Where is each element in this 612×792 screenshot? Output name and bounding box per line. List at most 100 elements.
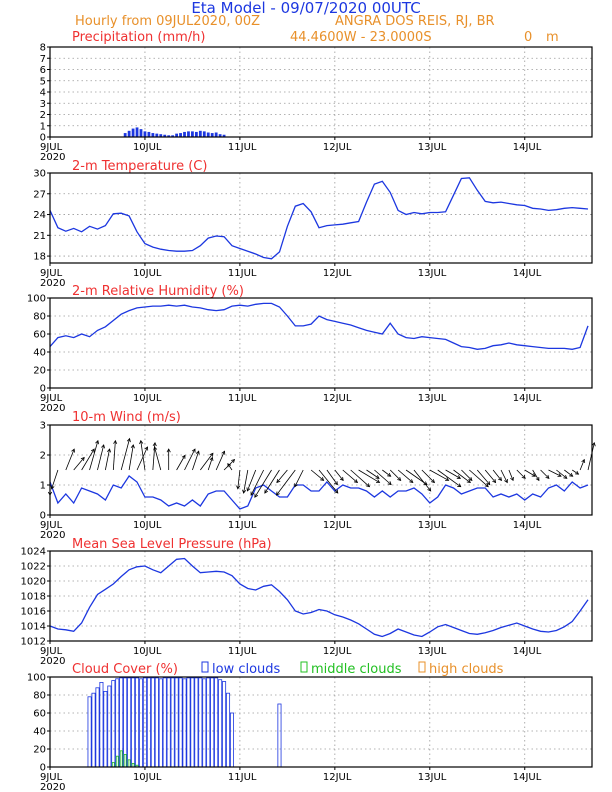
wind-vector-head — [166, 448, 171, 453]
cloud-low-bar — [166, 677, 171, 768]
cloud-low-bar — [162, 677, 167, 768]
wind-vector-head — [264, 489, 269, 494]
precip-ytick-label: 4 — [40, 88, 46, 99]
precip-bar — [214, 132, 218, 137]
wind-ytick-label: 1 — [40, 481, 46, 492]
cloud-low-bar — [103, 691, 108, 768]
wind-vector — [469, 469, 489, 488]
cloud-ytick-label: 40 — [33, 727, 46, 738]
wind-vector-head — [209, 452, 214, 457]
wind-vector — [476, 469, 491, 485]
wind-vector-head — [334, 489, 339, 494]
precip-bar — [194, 131, 198, 137]
precip-ytick-label: 1 — [40, 121, 46, 132]
wind-vector-head — [130, 444, 135, 449]
precip-bar — [187, 131, 190, 137]
subtitle-location: ANGRA DOS REIS, RJ, BR — [335, 14, 495, 29]
wind-vector — [334, 469, 344, 481]
precip-title: Precipitation (mm/h) — [72, 30, 205, 45]
precip-bar — [159, 134, 163, 137]
wind-vector-head — [231, 459, 236, 464]
mslp-ytick-label: 1020 — [21, 577, 46, 588]
cloud-xtick-label: 12JUL — [323, 772, 352, 783]
cloud-low-bar — [210, 677, 215, 768]
cloud-low-bar — [218, 679, 223, 768]
precip-xtick-label: 10JUL — [133, 142, 162, 153]
rh-xtick-label: 9JUL — [40, 393, 63, 404]
wind-vector-head — [254, 493, 259, 498]
wind-vector-head — [250, 491, 255, 496]
wind-xtick-label: 10JUL — [133, 520, 162, 531]
wind-vector — [227, 463, 233, 471]
mslp-xtick-label: 9JUL — [40, 646, 63, 657]
precip-bar — [131, 128, 135, 137]
wind-year-label: 2020 — [40, 530, 65, 541]
wind-vector-head — [430, 479, 435, 484]
wind-vector-head — [246, 487, 251, 492]
cloud-middle-bar — [119, 750, 123, 768]
precip-bar — [183, 131, 186, 137]
cloud-low-bar — [95, 687, 100, 768]
precip-ytick-label: 0 — [40, 133, 46, 144]
cloud-middle-bar — [115, 755, 119, 768]
cloud-low-bar — [229, 712, 234, 768]
wind-xtick-label: 12JUL — [323, 520, 352, 531]
wind-vector — [318, 469, 339, 494]
wind-title: 10-m Wind (m/s) — [72, 410, 181, 425]
wind-vector-head — [106, 448, 111, 453]
precip-xtick-label: 9JUL — [40, 142, 63, 153]
wind-frame — [49, 424, 593, 516]
precip-bar — [210, 133, 214, 137]
wind-vector-head — [574, 470, 580, 475]
wind-vector — [453, 469, 471, 483]
wind-vector-head — [457, 483, 462, 488]
mslp-ytick-label: 1012 — [21, 637, 46, 648]
wind-vector-head — [581, 458, 586, 464]
wind-vector — [120, 438, 130, 471]
wind-vector — [437, 469, 461, 488]
precip-bar — [135, 127, 139, 137]
wind-ytick-label: 2 — [40, 451, 46, 462]
rh-series-line — [49, 302, 589, 350]
rh-xtick-label: 10JUL — [133, 393, 162, 404]
wind-vector-head — [521, 474, 526, 479]
rh-title: 2-m Relative Humidity (%) — [72, 284, 244, 299]
wind-vector — [89, 440, 99, 471]
precip-bar — [163, 134, 167, 137]
wind-vector-head — [227, 462, 232, 468]
rh-ytick-label: 40 — [33, 348, 46, 359]
wind-vector — [492, 469, 502, 481]
precip-bar — [127, 130, 131, 137]
cloud-low-bar — [150, 677, 155, 768]
cloud-low-bar — [123, 677, 128, 768]
precip-bar — [198, 130, 202, 137]
subtitle-range: Hourly from 09JUL2020, 00Z — [75, 14, 260, 29]
wind-vector — [508, 469, 514, 481]
wind-vector-head — [375, 475, 380, 479]
wind-vector — [215, 451, 225, 471]
wind-vector — [429, 469, 449, 481]
precip-xtick-label: 14JUL — [513, 142, 542, 153]
wind-vector-head — [456, 475, 462, 479]
precip-xtick-label: 12JUL — [323, 142, 352, 153]
wind-vector — [192, 451, 200, 471]
wind-ytick-label: 0 — [40, 511, 46, 522]
cloud-low-bar — [170, 677, 175, 768]
mslp-ytick-label: 1018 — [21, 592, 46, 603]
wind-vector-head — [353, 479, 359, 484]
wind-vector-head — [80, 456, 85, 461]
wind-vector-head — [484, 483, 489, 488]
wind-vector-head — [242, 489, 247, 494]
mslp-ytick-label: 1024 — [21, 547, 46, 558]
wind-vector — [532, 469, 540, 481]
precip-frame — [49, 46, 593, 138]
precip-bar — [171, 135, 175, 137]
wind-vector-head — [50, 485, 55, 490]
wind-vector — [366, 469, 380, 479]
rh-xtick-label: 13JUL — [418, 393, 447, 404]
temp-xtick-label: 12JUL — [323, 268, 352, 279]
mslp-xtick-label: 14JUL — [513, 646, 542, 657]
wind-vector — [445, 469, 461, 479]
wind-vector — [200, 453, 214, 471]
